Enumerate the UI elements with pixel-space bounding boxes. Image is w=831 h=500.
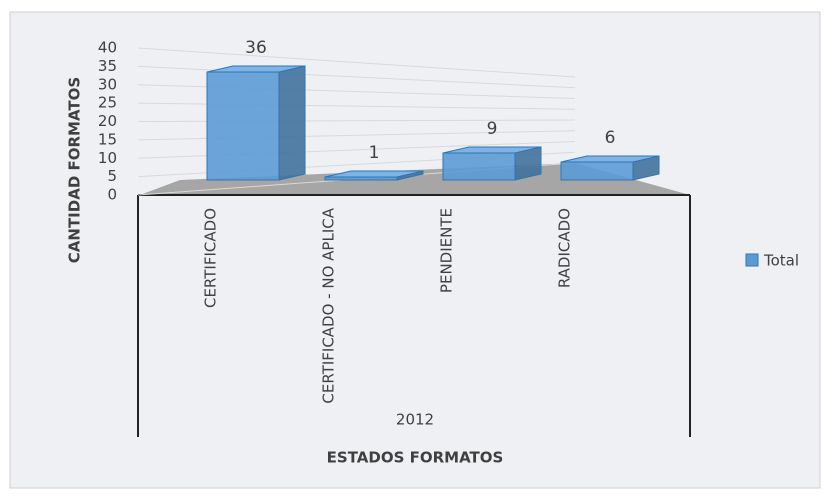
grid-line (137, 65, 576, 89)
bar (324, 176, 398, 181)
floor (140, 163, 690, 195)
y-axis-title: CANTIDAD FORMATOS (66, 77, 84, 263)
y-tick-label: 40 (98, 39, 117, 57)
y-tick-label: 10 (98, 149, 117, 167)
data-label: 1 (369, 143, 380, 163)
y-tick-label: 20 (98, 112, 117, 130)
bar (206, 71, 280, 181)
data-label: 9 (487, 119, 498, 139)
x-tick-label: PENDIENTE (438, 208, 456, 293)
x-axis-title: ESTADOS FORMATOS (327, 449, 504, 467)
grid-line (137, 47, 576, 78)
x-tick-label: CERTIFICADO (202, 208, 220, 308)
legend-label: Total (763, 252, 799, 270)
legend-swatch (745, 253, 759, 267)
y-tick-label: 0 (107, 186, 117, 204)
data-label: 36 (245, 38, 267, 58)
bar-side (278, 65, 306, 181)
chart-area (9, 11, 821, 489)
bar (442, 152, 516, 181)
x-tick-label: CERTIFICADO - NO APLICA (320, 207, 338, 403)
y-tick-label: 15 (98, 130, 117, 148)
bar (560, 161, 634, 181)
y-tick-label: 30 (98, 75, 117, 93)
y-tick-label: 25 (98, 94, 117, 112)
group-label: 2012 (396, 411, 434, 429)
data-label: 6 (605, 128, 616, 148)
x-tick-label: RADICADO (556, 208, 574, 288)
y-tick-label: 5 (107, 167, 117, 185)
y-tick-label: 35 (98, 57, 117, 75)
